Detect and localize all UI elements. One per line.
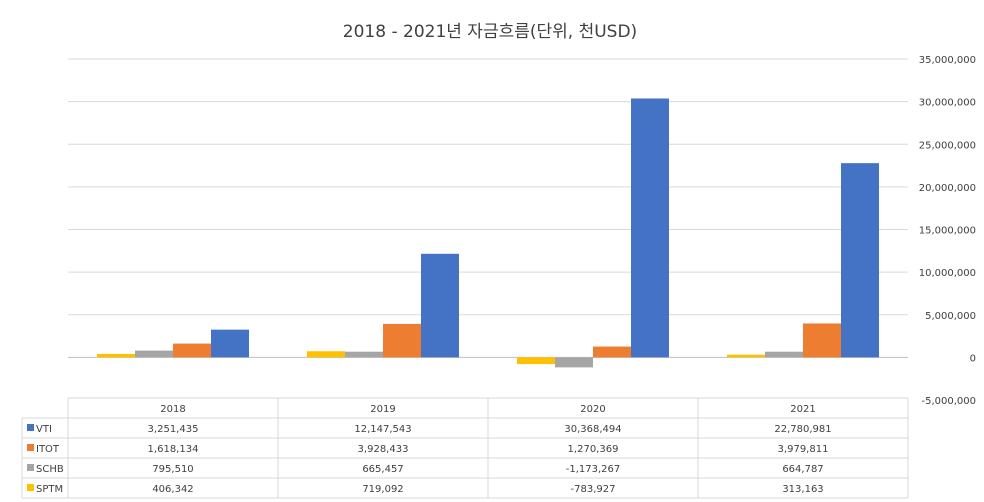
y-tick-label: 20,000,000 — [919, 183, 976, 194]
table-cell-vti-2018: 3,251,435 — [148, 424, 199, 435]
y-tick-label: 10,000,000 — [919, 268, 976, 279]
bar-itot-2018 — [173, 343, 211, 358]
table-cell-itot-2021: 3,979,811 — [778, 444, 829, 455]
bar-sptm-2019 — [307, 351, 345, 358]
bar-itot-2020 — [593, 346, 631, 358]
table-cell-schb-2020: -1,173,267 — [566, 464, 621, 475]
table-cell-vti-2019: 12,147,543 — [354, 424, 411, 435]
bar-schb-2019 — [345, 351, 383, 358]
bar-vti-2018 — [211, 329, 249, 358]
table-cell-sptm-2019: 719,092 — [362, 484, 403, 495]
table-header-2020: 2020 — [580, 404, 605, 415]
table-cell-sptm-2020: -783,927 — [571, 484, 616, 495]
table-cell-sptm-2021: 313,163 — [782, 484, 823, 495]
table-cell-itot-2018: 1,618,134 — [148, 444, 199, 455]
legend-key-schb — [27, 464, 34, 471]
gridlines — [68, 58, 908, 358]
table-cell-itot-2020: 1,270,369 — [568, 444, 619, 455]
bar-sptm-2021 — [727, 354, 765, 358]
bar-schb-2021 — [765, 351, 803, 358]
bar-sptm-2018 — [97, 353, 135, 358]
legend-key-itot — [27, 444, 34, 451]
table-cell-schb-2018: 795,510 — [152, 464, 193, 475]
table-cell-schb-2019: 665,457 — [362, 464, 403, 475]
bar-schb-2018 — [135, 350, 173, 358]
bar-vti-2020 — [631, 98, 669, 358]
legend-label-vti: VTI — [36, 424, 52, 435]
bar-itot-2019 — [383, 323, 421, 358]
y-tick-label: 5,000,000 — [925, 311, 976, 322]
y-tick-label: 35,000,000 — [919, 55, 976, 66]
data-table: 2018 2019 2020 2021 VTI 3,251,435 12,147,543 30… — [21, 397, 909, 499]
legend-label-sptm: SPTM — [36, 484, 63, 495]
legend-key-sptm — [27, 484, 34, 491]
bar-vti-2019 — [421, 253, 459, 358]
bar-vti-2021 — [841, 163, 879, 358]
table-cell-vti-2020: 30,368,494 — [564, 424, 621, 435]
bar-sptm-2020 — [517, 357, 555, 365]
table-header-2021: 2021 — [790, 404, 815, 415]
legend-label-schb: SCHB — [36, 464, 64, 475]
table-header-2018: 2018 — [160, 404, 185, 415]
table-cell-sptm-2018: 406,342 — [152, 484, 193, 495]
y-tick-label: 25,000,000 — [919, 140, 976, 151]
chart-title: 2018 - 2021년 자금흐름(단위, 천USD) — [343, 22, 637, 42]
table-cell-schb-2021: 664,787 — [782, 464, 823, 475]
legend-key-vti — [27, 424, 34, 431]
table-cell-itot-2019: 3,928,433 — [358, 444, 409, 455]
y-tick-label: -5,000,000 — [921, 396, 976, 407]
table-cell-vti-2021: 22,780,981 — [774, 424, 831, 435]
legend-label-itot: ITOT — [36, 444, 60, 455]
bar-schb-2020 — [555, 357, 593, 368]
y-tick-label: 15,000,000 — [919, 226, 976, 237]
table-header-2019: 2019 — [370, 404, 395, 415]
bars — [97, 98, 879, 368]
bar-itot-2021 — [803, 323, 841, 358]
y-axis-ticks: 35,000,000 30,000,000 25,000,000 20,000,000… — [919, 55, 976, 407]
y-tick-label: 30,000,000 — [919, 98, 976, 109]
y-tick-label: 0 — [970, 353, 976, 364]
